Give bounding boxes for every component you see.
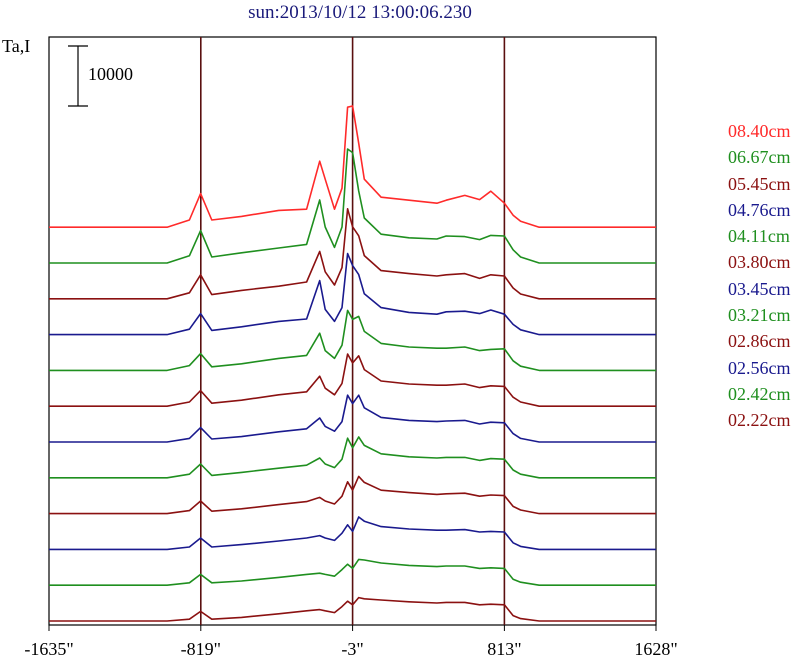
legend-entry-0: 08.40cm [728, 121, 791, 141]
series-line-02.56cm [49, 516, 656, 551]
legend-entry-7: 03.21cm [728, 305, 791, 326]
series-line-02.22cm [49, 596, 656, 622]
legend-entry-6: 03.45cm [728, 278, 791, 299]
x-tick-label-3: 813" [487, 639, 521, 659]
legend-entry-2: 05.45cm [728, 173, 791, 194]
series-line-02.42cm [49, 558, 656, 587]
legend-entry-4: 04.11cm [728, 226, 790, 247]
scale-bar: 10000 [68, 45, 133, 107]
x-tick-label-0: -1635" [24, 639, 73, 659]
chart-title: sun:2013/10/12 13:00:06.230 [248, 2, 472, 23]
legend-entry-3: 04.76cm [728, 199, 791, 220]
legend-entry-9: 02.56cm [728, 357, 791, 378]
legend-entry-1: 06.67cm [728, 147, 791, 168]
series-line-02.86cm [49, 475, 656, 515]
series-line-04.11cm [49, 309, 656, 372]
x-tick-label-2: -3" [341, 639, 363, 659]
series-line-03.45cm [49, 394, 656, 443]
series-line-05.45cm [49, 208, 656, 300]
legend-entry-5: 03.80cm [728, 252, 791, 273]
legend-entry-10: 02.42cm [728, 383, 791, 404]
legend: 08.40cm 06.67cm 05.45cm 04.76cm 04.11cm 03.80… [728, 118, 791, 434]
scale-bar-label: 10000 [88, 64, 133, 84]
x-tick-label-4: 1628" [634, 639, 677, 659]
series-line-03.21cm [49, 436, 656, 479]
series-line-08.40cm [49, 105, 656, 228]
legend-entry-8: 02.86cm [728, 331, 791, 352]
legend-entry-11: 02.22cm [728, 410, 791, 431]
series-line-04.76cm [49, 252, 656, 336]
series-line-06.67cm [49, 148, 656, 264]
series-line-03.80cm [49, 353, 656, 408]
x-tick-label-1: -819" [181, 639, 221, 659]
y-axis-label: Ta,I [2, 36, 31, 56]
